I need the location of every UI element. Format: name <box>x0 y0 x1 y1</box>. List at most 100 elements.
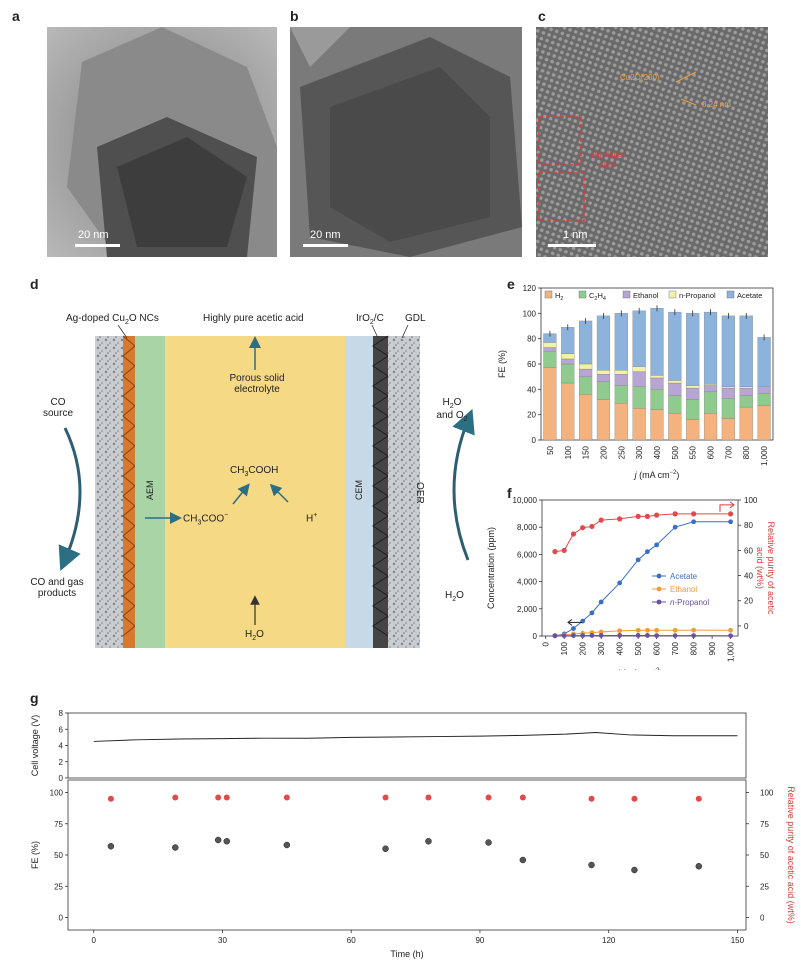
chart-g-xtick-label: 90 <box>475 936 484 945</box>
chart-f-point-purity <box>691 511 697 517</box>
chart-f-point-purity <box>589 523 595 530</box>
chart-e-bar-c2h4 <box>614 385 628 404</box>
chart-g-top-ytick-label: 4 <box>59 742 64 751</box>
chart-e-bar-ethanol <box>686 387 700 400</box>
chart-g-top-frame <box>67 712 747 779</box>
chart-f-right-axis-arrow <box>719 501 735 512</box>
chart-e-bar-n-propanol <box>686 385 700 389</box>
panel-label-e: e <box>507 276 515 292</box>
chart-e-xtick-label: 200 <box>599 445 608 459</box>
chart-e-bar-n-propanol <box>596 370 611 375</box>
chart-e-bar-c2h4 <box>703 391 718 414</box>
chart-e-ytick-label: 80 <box>527 335 536 344</box>
chart-f-point-acetate <box>571 626 576 631</box>
chart-e-bar-h2 <box>561 382 575 441</box>
label-h-plus: H+ <box>306 512 318 525</box>
chart-e-bar-h2 <box>703 413 718 441</box>
chart-f-point-acetate <box>589 610 595 616</box>
chart-f-frame <box>541 499 739 637</box>
label-oer: OER <box>414 482 425 504</box>
chart-g-top-ytick-label: 0 <box>59 774 64 783</box>
scale-label-c: 1 nm <box>563 229 588 241</box>
chart-f-point-purity <box>672 511 678 517</box>
chart-e-legend-label: Acetate <box>737 291 762 300</box>
chart-g-fe-point <box>223 838 231 845</box>
chart-g-top-ytick-label: 2 <box>59 758 64 767</box>
chart-f-point-n-propanol <box>571 633 576 638</box>
chart-e-bar-c2h4 <box>739 395 753 408</box>
label-gdl: GDL <box>405 313 426 324</box>
chart-g-bottom-ytick-label: 0 <box>59 914 64 923</box>
cem-membrane <box>345 336 373 648</box>
chart-g-fe-point <box>283 841 291 849</box>
chart-e-xtick-label: 550 <box>689 445 698 459</box>
chart-f-point-purity <box>635 513 641 519</box>
chart-g-bottom-ytick-label: 100 <box>50 789 64 798</box>
chart-f-point-n-propanol <box>654 633 660 638</box>
chart-f-point-purity <box>598 517 604 523</box>
chart-e-bar-ethanol <box>632 371 646 387</box>
chart-e-bar-ethanol <box>703 385 718 393</box>
chart-f-ytick-label: 8,000 <box>517 523 538 532</box>
chart-f-point-n-propanol <box>580 633 586 638</box>
lattice-annotation-spacing: 0.24 nm <box>702 100 731 109</box>
chart-g-xtick-label: 0 <box>92 936 97 945</box>
chart-e-xtick-label: 1,000 <box>760 445 769 466</box>
chart-e-bar-acetate <box>757 337 771 387</box>
chart-g-fe-point <box>382 845 389 852</box>
chart-g-xtick-label: 150 <box>731 936 745 945</box>
label-iro2c: IrO2/C <box>356 313 384 326</box>
chart-e-bar-acetate <box>596 315 611 371</box>
chart-f-xtick-label: 500 <box>634 641 643 655</box>
label-highly-pure-acetic-acid: Highly pure acetic acid <box>203 313 304 324</box>
chart-e-bar-n-propanol <box>561 353 575 360</box>
fe-stacked-bar-chart: 0 20 40 60 80 100 120 FE (%) 50 100 150 200 250 300 40… <box>497 284 774 480</box>
chart-f-ytick-label: 2,000 <box>517 605 538 614</box>
chart-f-point-ethanol <box>672 627 678 633</box>
chart-e-bar-n-propanol <box>543 342 557 348</box>
chart-f-point-purity <box>561 547 567 553</box>
chart-e-bar-n-propanol <box>632 366 646 372</box>
chart-e-bar-n-propanol <box>668 380 682 384</box>
label-h2o-bottom: H2O <box>245 629 264 642</box>
chart-e-bar-h2 <box>614 403 628 441</box>
chart-g-bottom-y2tick-label: 50 <box>760 851 769 860</box>
chart-e-bar-ethanol <box>668 382 682 396</box>
chart-f-point-n-propanol <box>561 633 567 639</box>
left-gdl <box>95 336 125 648</box>
chart-f-point-acetate <box>644 549 650 555</box>
chart-f-ytick-label: 10,000 <box>513 496 538 505</box>
label-h2o-and-o2: H2O and O2 <box>436 397 468 423</box>
chart-f-xtick-label: 700 <box>671 641 680 655</box>
chart-e-xtick-label: 500 <box>671 445 680 459</box>
chart-f-point-purity <box>580 525 586 531</box>
chart-g-xtick-label: 60 <box>347 936 356 945</box>
chart-f-point-n-propanol <box>644 633 650 638</box>
chart-f-point-purity <box>644 513 650 519</box>
chart-f-xtick-label: 300 <box>597 641 606 655</box>
chart-f-legend-marker <box>656 573 662 579</box>
chart-f-xtick-label: 800 <box>690 641 699 655</box>
chart-g-purity-point <box>695 795 702 802</box>
chart-e-bar-c2h4 <box>561 363 575 384</box>
chart-f-point-acetate <box>672 524 678 530</box>
chart-e-legend-label: C2H4 <box>589 291 606 302</box>
chart-f-y2tick-label: 0 <box>744 622 749 631</box>
chart-f-point-ethanol <box>598 629 604 635</box>
chart-e-bar-c2h4 <box>650 389 664 410</box>
chart-g-top-ytick-label: 6 <box>59 725 64 734</box>
chart-f-xtick-label: 100 <box>560 641 569 655</box>
chart-f-point-ethanol <box>635 627 641 633</box>
chart-e-bar-acetate <box>686 313 700 386</box>
chart-e-bar-h2 <box>579 394 593 441</box>
chart-e-xtick-label: 800 <box>742 445 751 459</box>
chart-e-bar-c2h4 <box>579 376 593 395</box>
chart-e-xtick-label: 150 <box>582 445 591 459</box>
chart-g-purity-point <box>519 794 526 801</box>
chart-e-bar-ethanol <box>650 377 664 390</box>
chart-e-bar-ethanol <box>579 368 593 377</box>
chart-e-bar-h2 <box>632 408 646 441</box>
chart-g-bottom-y2tick-label: 75 <box>760 820 769 829</box>
scale-label-b: 20 nm <box>310 229 341 241</box>
chart-e-legend-swatch <box>544 290 553 299</box>
